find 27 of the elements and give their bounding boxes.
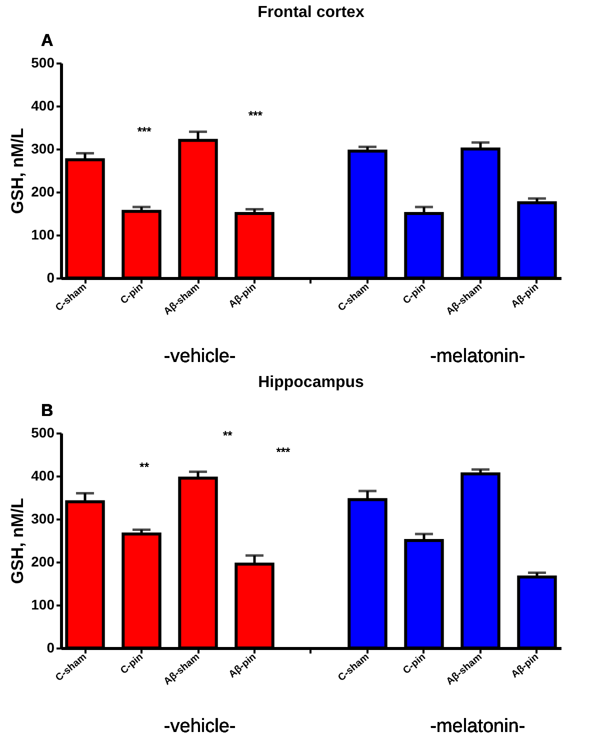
y-axis-title: GSH, nM/L: [8, 128, 28, 214]
y-tick-label: 100: [31, 226, 55, 242]
text: B: [41, 401, 54, 420]
y-tick-label: 300: [31, 140, 55, 156]
annotation: **: [140, 460, 150, 474]
y-tick-label: 400: [31, 98, 55, 114]
text: A: [41, 31, 54, 50]
text: -melatonin-: [430, 346, 526, 367]
y-tick-label: 100: [31, 596, 55, 612]
text: -vehicle-: [164, 716, 236, 736]
y-tick-label: 500: [31, 424, 55, 440]
annotation: ***: [248, 108, 263, 122]
annotation: **: [222, 428, 233, 442]
chart-title: Hippocampus: [258, 374, 364, 391]
annotation: ***: [276, 444, 291, 459]
y-tick-label: 0: [46, 640, 55, 656]
y-tick-label: 400: [31, 468, 55, 484]
annotation: ***: [137, 124, 152, 138]
text: -vehicle-: [164, 346, 236, 367]
y-tick-label: 300: [31, 510, 55, 526]
y-tick-label: 500: [31, 54, 55, 70]
y-axis-title: GSH, nM/L: [8, 498, 28, 584]
y-tick-label: 200: [31, 554, 55, 570]
y-tick-label: 200: [31, 184, 55, 200]
chart-title: Frontal cortex: [258, 4, 364, 21]
y-tick-label: 0: [46, 270, 55, 286]
text: -melatonin-: [430, 716, 526, 736]
